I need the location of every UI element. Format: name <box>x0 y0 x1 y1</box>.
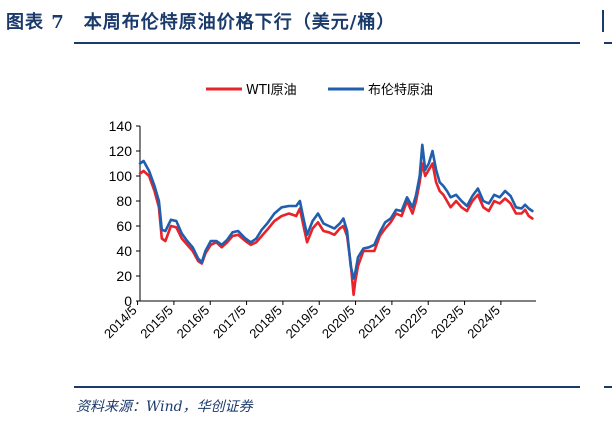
y-tick-label-6: 120 <box>109 143 133 159</box>
title-divider <box>74 42 580 44</box>
x-tick-label-1: 2015/5 <box>137 303 176 342</box>
y-tick-label-0: 0 <box>124 293 132 309</box>
x-tick-label-6: 2020/5 <box>319 303 358 342</box>
footer-divider <box>74 386 580 388</box>
y-tick-label-7: 140 <box>109 118 133 134</box>
x-tick-label-9: 2023/5 <box>428 303 467 342</box>
adjacent-panel-edge <box>602 10 612 32</box>
series-line-brent <box>138 143 534 280</box>
footer-divider-right <box>604 386 612 388</box>
title-divider-right <box>604 42 612 44</box>
x-tick-label-10: 2024/5 <box>464 303 503 342</box>
x-tick-label-7: 2021/5 <box>355 303 394 342</box>
y-tick-label-4: 80 <box>116 193 132 209</box>
source-note: 资料来源：Wind，华创证券 <box>76 399 253 415</box>
x-tick-label-8: 2022/5 <box>392 303 431 342</box>
figure-title: 图表 7 本周布伦特原油价格下行（美元/桶） <box>6 12 396 33</box>
y-tick-label-1: 20 <box>116 268 132 284</box>
y-tick-label-5: 100 <box>109 168 133 184</box>
x-tick-label-5: 2019/5 <box>283 303 322 342</box>
x-tick-label-4: 2018/5 <box>246 303 285 342</box>
series-line-wti <box>138 162 534 297</box>
x-tick-label-3: 2017/5 <box>210 303 249 342</box>
y-tick-label-2: 40 <box>116 243 132 259</box>
legend-label-1: 布伦特原油 <box>368 83 433 98</box>
legend-label-0: WTI原油 <box>246 83 297 98</box>
y-tick-label-3: 60 <box>116 218 132 234</box>
x-tick-label-0: 2014/5 <box>101 303 140 342</box>
x-tick-label-2: 2016/5 <box>174 303 213 342</box>
